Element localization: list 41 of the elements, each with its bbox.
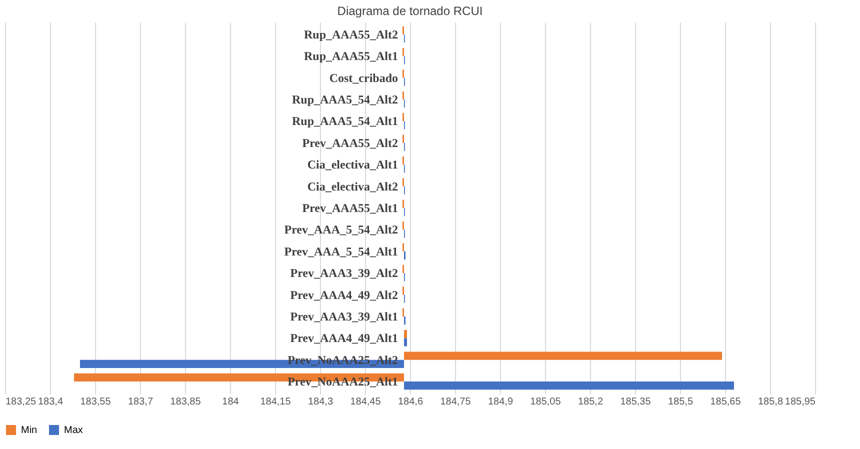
x-tick-label: 185,65 [710, 396, 742, 408]
x-tick-label: 183,85 [170, 396, 202, 408]
y-tick-label: Prev_AAA4_49_Alt1 [290, 331, 398, 346]
bar [404, 382, 734, 390]
x-tick-label: 183,4 [38, 396, 64, 408]
y-tick-label: Prev_AAA4_49_Alt2 [290, 288, 398, 302]
x-tick-label: 183,25 [6, 396, 37, 408]
bar [404, 338, 407, 346]
x-tick-label: 185,8 [758, 396, 784, 408]
x-tick-label: 183,55 [80, 396, 112, 408]
x-tick-label: 184,6 [398, 396, 424, 408]
x-tick-label: 183,7 [128, 396, 154, 408]
y-tick-label: Prev_AAA3_39_Alt2 [290, 266, 398, 280]
x-tick-label: 184,9 [488, 396, 514, 408]
x-tick-label: 185,95 [784, 396, 816, 408]
x-tick-label: 185,5 [668, 396, 694, 408]
x-tick-label: 185,05 [530, 396, 562, 408]
y-tick-label: Prev_AAA55_Alt2 [302, 136, 398, 150]
x-tick-label: 184,45 [350, 396, 382, 408]
y-tick-label: Cia_electiva_Alt2 [307, 179, 398, 194]
bar [404, 352, 722, 360]
y-tick-label: Rup_AAA55_Alt1 [304, 49, 398, 64]
y-tick-label: Rup_AAA5_54_Alt2 [292, 92, 398, 107]
y-tick-label: Prev_AAA55_Alt1 [302, 201, 398, 215]
y-tick-label: Rup_AAA55_Alt2 [304, 27, 398, 42]
y-tick-label: Rup_AAA5_54_Alt1 [292, 114, 398, 128]
y-tick-label: Cost_cribado [329, 70, 398, 85]
y-tick-label: Cia_electiva_Alt1 [307, 158, 398, 172]
bar [404, 330, 407, 338]
x-tick-label: 184,75 [440, 396, 472, 408]
legend-label: Max [64, 425, 83, 436]
x-tick-label: 184 [222, 396, 240, 408]
legend-label: Min [21, 425, 38, 436]
y-tick-label: Prev_AAA3_39_Alt1 [290, 309, 398, 324]
y-tick-label: Prev_AAA_5_54_Alt1 [284, 244, 398, 258]
x-tick-label: 184,15 [260, 396, 292, 408]
x-tick-label: 184,3 [308, 396, 334, 408]
y-tick-label: Prev_AAA_5_54_Alt2 [284, 222, 398, 237]
x-tick-label: 185,2 [578, 396, 604, 408]
x-tick-label: 185,35 [620, 396, 652, 408]
chart-title: Diagrama de tornado RCUI [337, 4, 483, 18]
